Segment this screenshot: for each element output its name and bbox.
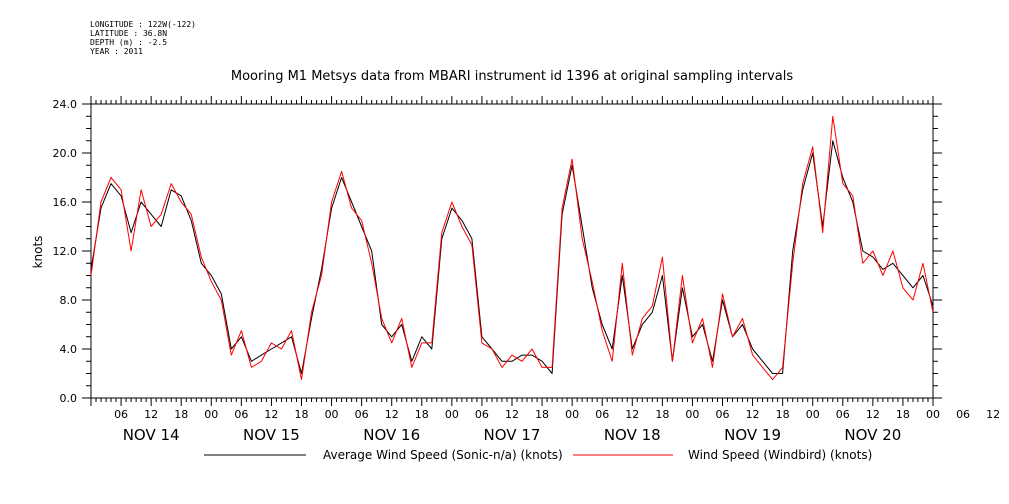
y-tick-label: 8.0: [60, 294, 78, 307]
legend-label-average-wind-speed: Average Wind Speed (Sonic-n/a) (knots): [323, 448, 563, 462]
x-tick-label: 00: [806, 408, 820, 421]
x-tick-label: 18: [896, 408, 910, 421]
x-tick-label: 06: [956, 408, 970, 421]
x-day-label: NOV 17: [484, 426, 541, 444]
legend-label-windbird-wind-speed: Wind Speed (Windbird) (knots): [688, 448, 872, 462]
y-tick-label: 16.0: [53, 196, 78, 209]
x-tick-label: 00: [565, 408, 579, 421]
tick-layer: 0.0 4.0 8.0 12.0 16.0 20.0 24.0 06 12 18 00 06 12 18 0…: [53, 96, 1000, 444]
x-tick-label: 18: [776, 408, 790, 421]
mooring-metadata: LONGITUDE : 122W(-122) LATITUDE : 36.8N …: [90, 20, 196, 56]
plot-border: [90, 103, 934, 399]
x-tick-label: 12: [505, 408, 519, 421]
year-label: YEAR : 2011: [90, 47, 143, 56]
x-tick-label: 12: [986, 408, 1000, 421]
series-line-windbird-wind-speed: [90, 115, 934, 381]
x-tick-label: 18: [415, 408, 429, 421]
x-tick-label: 06: [355, 408, 369, 421]
x-tick-label: 12: [866, 408, 880, 421]
depth-label: DEPTH (m) : -2.5: [90, 38, 168, 47]
x-tick-label: 06: [836, 408, 850, 421]
x-day-label: NOV 18: [604, 426, 661, 444]
x-tick-label: 12: [625, 408, 639, 421]
x-tick-label: 18: [295, 408, 309, 421]
x-tick-label: 00: [325, 408, 339, 421]
x-tick-label: 18: [535, 408, 549, 421]
x-tick-label: 12: [144, 408, 158, 421]
x-tick-label: 06: [595, 408, 609, 421]
x-day-label: NOV 15: [243, 426, 300, 444]
y-axis-label: knots: [31, 236, 45, 269]
x-day-label: NOV 20: [844, 426, 901, 444]
y-tick-label: 4.0: [60, 343, 78, 356]
longitude-label: LONGITUDE : 122W(-122): [90, 20, 196, 29]
x-tick-label: 06: [716, 408, 730, 421]
x-tick-label: 12: [746, 408, 760, 421]
x-tick-label: 12: [264, 408, 278, 421]
x-tick-label: 18: [174, 408, 188, 421]
y-tick-label: 0.0: [60, 392, 78, 405]
series-line-average-wind-speed: [90, 140, 934, 374]
y-tick-label: 20.0: [53, 147, 78, 160]
x-day-label: NOV 14: [123, 426, 180, 444]
x-tick-label: 00: [685, 408, 699, 421]
series-layer: [90, 115, 934, 381]
legend: Average Wind Speed (Sonic-n/a) (knots) Wi…: [204, 448, 872, 462]
x-tick-label: 06: [114, 408, 128, 421]
y-tick-label: 24.0: [53, 98, 78, 111]
x-tick-label: 00: [445, 408, 459, 421]
x-tick-label: 00: [204, 408, 218, 421]
x-tick-label: 18: [655, 408, 669, 421]
chart-title: Mooring M1 Metsys data from MBARI instru…: [231, 69, 793, 84]
plot-frame: [90, 103, 934, 399]
x-tick-label: 06: [234, 408, 248, 421]
x-tick-label: 00: [926, 408, 940, 421]
x-day-label: NOV 19: [724, 426, 781, 444]
y-tick-label: 12.0: [53, 245, 78, 258]
latitude-label: LATITUDE : 36.8N: [90, 29, 168, 38]
x-day-label: NOV 16: [363, 426, 420, 444]
x-tick-label: 12: [385, 408, 399, 421]
x-tick-label: 06: [475, 408, 489, 421]
